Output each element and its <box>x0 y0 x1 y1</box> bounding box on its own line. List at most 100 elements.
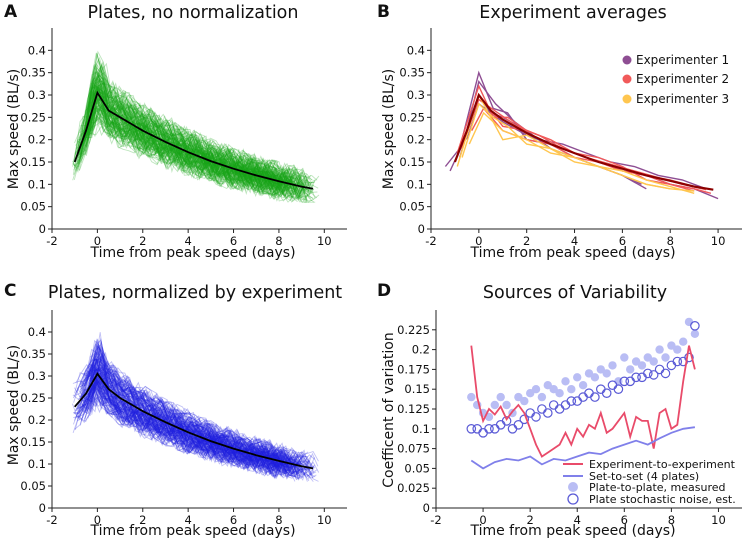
plate-to-plate-point <box>649 357 658 366</box>
legend-marker-experimenter-2 <box>622 74 632 84</box>
experiment-line <box>456 93 671 190</box>
plate-trace <box>84 385 282 474</box>
plate-trace <box>77 118 302 203</box>
legend-label-plate-stochastic-noise: Plate stochastic noise, est. <box>589 493 736 506</box>
stochastic-noise-point <box>590 392 600 402</box>
xtick-label: 10 <box>711 513 726 527</box>
plate-trace <box>72 93 308 203</box>
plate-trace <box>90 124 298 202</box>
plate-trace <box>84 371 314 479</box>
plate-trace <box>86 81 295 195</box>
plate-to-plate-point <box>608 361 617 370</box>
ytick-label: 0.05 <box>404 461 430 475</box>
panel-d-series <box>466 317 700 470</box>
plate-trace <box>79 104 282 189</box>
experiment-line <box>461 98 707 191</box>
plate-trace <box>87 384 296 482</box>
plate-trace <box>81 84 311 198</box>
plate-trace <box>80 74 283 182</box>
plate-trace <box>74 343 305 470</box>
plate-trace <box>78 353 298 466</box>
plate-trace <box>81 66 306 180</box>
stochastic-noise-point <box>554 404 565 414</box>
plate-trace <box>88 56 313 182</box>
plate-trace <box>88 109 308 202</box>
plate-trace <box>85 386 310 482</box>
plate-trace <box>77 373 308 475</box>
plate-trace <box>89 355 292 465</box>
legend-marker-plate-to-plate <box>568 482 578 492</box>
plate-trace <box>87 89 307 189</box>
ytick-label: 0.15 <box>20 155 46 169</box>
plate-trace <box>77 364 296 477</box>
plate-to-plate-point <box>602 369 611 378</box>
plate-trace <box>86 382 283 470</box>
plate-trace <box>89 341 309 465</box>
plate-to-plate-point <box>631 357 641 366</box>
plate-trace <box>84 367 303 473</box>
plate-trace <box>81 80 279 190</box>
ytick-label: 0.175 <box>397 362 430 376</box>
stochastic-noise-point <box>542 408 553 418</box>
plate-trace <box>80 99 316 201</box>
plate-to-plate-point <box>467 392 476 402</box>
plate-to-plate-point <box>626 365 635 374</box>
plate-to-plate-point <box>620 353 629 362</box>
plate-trace <box>81 354 295 469</box>
plate-trace <box>76 90 307 199</box>
plate-trace <box>91 352 289 468</box>
plate-trace <box>88 74 302 193</box>
ytick-label: 0.1 <box>407 177 425 191</box>
panel-b-ylabel: Max speed (BL/s) <box>381 69 397 189</box>
plate-trace <box>84 97 315 197</box>
plate-trace <box>82 362 301 471</box>
plate-trace <box>87 84 312 197</box>
plate-trace <box>89 364 287 472</box>
plate-trace <box>83 92 281 195</box>
plate-trace <box>85 100 294 202</box>
plate-trace <box>73 106 293 194</box>
stochastic-noise-point <box>501 416 512 426</box>
plate-trace <box>78 374 308 480</box>
plate-to-plate-point <box>673 345 682 354</box>
ytick-label: 0.075 <box>397 442 430 456</box>
plate-trace <box>81 102 312 204</box>
plate-trace <box>88 107 297 197</box>
panel-a-plate-traces <box>72 50 320 204</box>
variability-line <box>470 345 696 458</box>
stochastic-noise-point <box>484 423 494 434</box>
xtick-label: -2 <box>430 513 441 527</box>
plate-trace <box>92 81 279 186</box>
plate-trace <box>89 374 303 479</box>
plate-trace <box>83 388 292 472</box>
legend-marker-plate-stochastic-noise <box>567 493 579 505</box>
xtick-label: 2 <box>526 513 533 527</box>
plate-trace <box>76 343 290 461</box>
plate-trace <box>82 347 279 458</box>
plate-trace <box>74 91 282 197</box>
plate-trace <box>80 82 283 187</box>
plate-trace <box>91 354 310 472</box>
ytick-label: 0.05 <box>20 479 46 493</box>
stochastic-noise-point <box>531 412 541 422</box>
plate-trace <box>75 88 289 192</box>
plate-to-plate-point <box>496 392 505 402</box>
ytick-label: 0.1 <box>28 177 46 191</box>
plate-trace <box>83 80 313 191</box>
plate-trace <box>74 375 294 474</box>
panel-letter-a: A <box>4 2 18 22</box>
plate-trace <box>89 91 314 200</box>
plate-trace <box>87 372 296 470</box>
plate-trace <box>91 77 289 184</box>
plate-trace <box>85 96 277 190</box>
ytick-label: 0.4 <box>28 43 46 57</box>
plate-trace <box>84 64 282 186</box>
ytick-label: 0 <box>39 501 46 515</box>
plate-trace <box>79 395 304 480</box>
xtick-label: -2 <box>46 234 57 248</box>
plate-trace <box>90 375 304 481</box>
ytick-label: 0.225 <box>397 323 430 337</box>
stochastic-noise-point <box>631 372 641 383</box>
plate-trace <box>87 380 285 467</box>
stochastic-noise-point <box>595 384 606 394</box>
